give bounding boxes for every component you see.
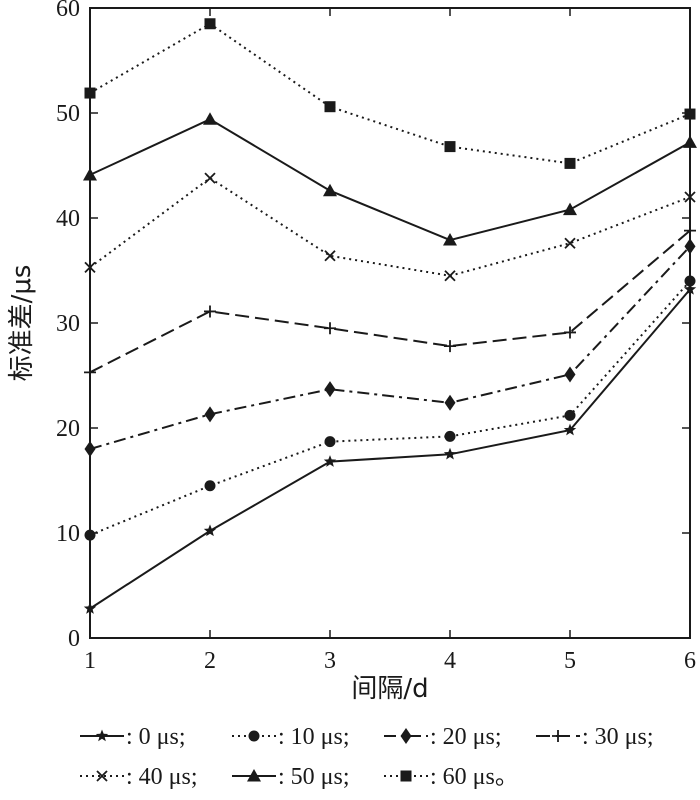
y-tick-label: 10 [56, 521, 80, 547]
data-point [444, 270, 456, 282]
data-point [444, 340, 456, 353]
legend-item: : 50 μs; [232, 764, 350, 790]
legend: : 0 μs; : 10 μs; : 20 μs; : 30 μs; : 40 μs;:… [80, 724, 654, 790]
legend-label: : 0 μs; [126, 724, 186, 750]
legend-marker [248, 730, 260, 742]
legend-label: : 50 μs; [278, 764, 350, 790]
legend-item: : 10 μs; [232, 724, 350, 750]
data-point [203, 112, 217, 125]
data-point [444, 141, 456, 153]
series-6 [84, 18, 696, 169]
data-point [323, 455, 337, 467]
data-point [564, 326, 576, 339]
data-point [204, 480, 216, 492]
data-point [564, 157, 576, 169]
data-point [324, 101, 336, 113]
series-0 [83, 282, 697, 614]
data-point [564, 237, 576, 249]
data-point [684, 238, 696, 255]
data-point [683, 282, 697, 295]
data-point [324, 436, 336, 448]
data-point [84, 441, 96, 457]
y-tick-label: 20 [56, 416, 80, 442]
data-point [684, 108, 696, 120]
data-point [323, 183, 337, 197]
legend-marker [96, 770, 108, 782]
series-3 [84, 224, 696, 379]
data-point [84, 529, 96, 541]
data-point [83, 167, 97, 181]
data-point [683, 135, 697, 148]
series-1 [84, 275, 696, 541]
data-point [443, 233, 457, 246]
y-tick-label: 0 [68, 626, 80, 652]
series-line [89, 176, 691, 277]
x-tick-label: 1 [84, 648, 96, 674]
y-axis-label: 标准差/μs [7, 265, 37, 382]
legend-marker [552, 730, 564, 742]
data-point [443, 447, 457, 460]
legend-label: : 30 μs; [582, 724, 654, 750]
legend-item: : 0 μs; [80, 724, 186, 750]
legend-marker [247, 769, 261, 782]
data-point [563, 423, 577, 436]
legend-item: : 30 μs; [536, 724, 654, 750]
data-point [684, 224, 696, 237]
series-line [89, 288, 691, 610]
legend-marker [400, 728, 412, 744]
data-point [83, 602, 97, 614]
data-point [564, 409, 576, 421]
data-point [84, 87, 96, 99]
data-point [324, 381, 336, 398]
legend-label: : 10 μs; [278, 724, 350, 750]
series-line [89, 22, 691, 165]
x-axis-label: 间隔/d [351, 674, 428, 704]
x-tick-label: 2 [204, 648, 216, 674]
y-tick-label: 40 [56, 206, 80, 232]
data-point [564, 366, 576, 383]
y-axis-ticks: 0 10 20 30 40 50 60 [56, 0, 690, 652]
y-tick-label: 60 [56, 0, 80, 22]
x-tick-label: 6 [684, 648, 696, 674]
data-point [204, 18, 216, 30]
data-point [324, 250, 336, 262]
plot-frame [89, 7, 691, 639]
data-point [84, 366, 96, 379]
y-tick-label: 30 [56, 311, 80, 337]
data-point [203, 524, 217, 537]
data-point [324, 322, 336, 335]
x-tick-label: 4 [444, 648, 456, 674]
x-tick-label: 5 [564, 648, 576, 674]
data-point [204, 172, 216, 184]
x-axis-ticks: 1 2 3 4 5 6 [84, 8, 696, 674]
legend-label: : 60 μs。 [430, 764, 519, 790]
x-tick-label: 3 [324, 648, 336, 674]
legend-item: : 20 μs; [384, 724, 502, 750]
legend-marker [400, 770, 412, 782]
series-line [89, 229, 691, 374]
series-5 [83, 112, 697, 246]
series-2 [84, 238, 696, 457]
data-point [204, 305, 216, 318]
series-line [89, 118, 691, 242]
series-4 [84, 172, 696, 282]
y-tick-label: 50 [56, 101, 80, 127]
data-point [444, 430, 456, 442]
data-point [84, 261, 96, 273]
legend-item: : 60 μs。 [384, 764, 519, 790]
legend-label: : 20 μs; [430, 724, 502, 750]
data-point [563, 202, 577, 216]
data-point [684, 191, 696, 203]
data-point [444, 394, 456, 411]
series-line [89, 245, 691, 450]
series-group [83, 18, 697, 614]
series-line [89, 280, 691, 537]
legend-label: : 40 μs; [126, 764, 198, 790]
legend-item: : 40 μs; [80, 764, 198, 790]
legend-marker [95, 729, 109, 742]
data-point [204, 406, 216, 423]
data-point [684, 275, 696, 287]
